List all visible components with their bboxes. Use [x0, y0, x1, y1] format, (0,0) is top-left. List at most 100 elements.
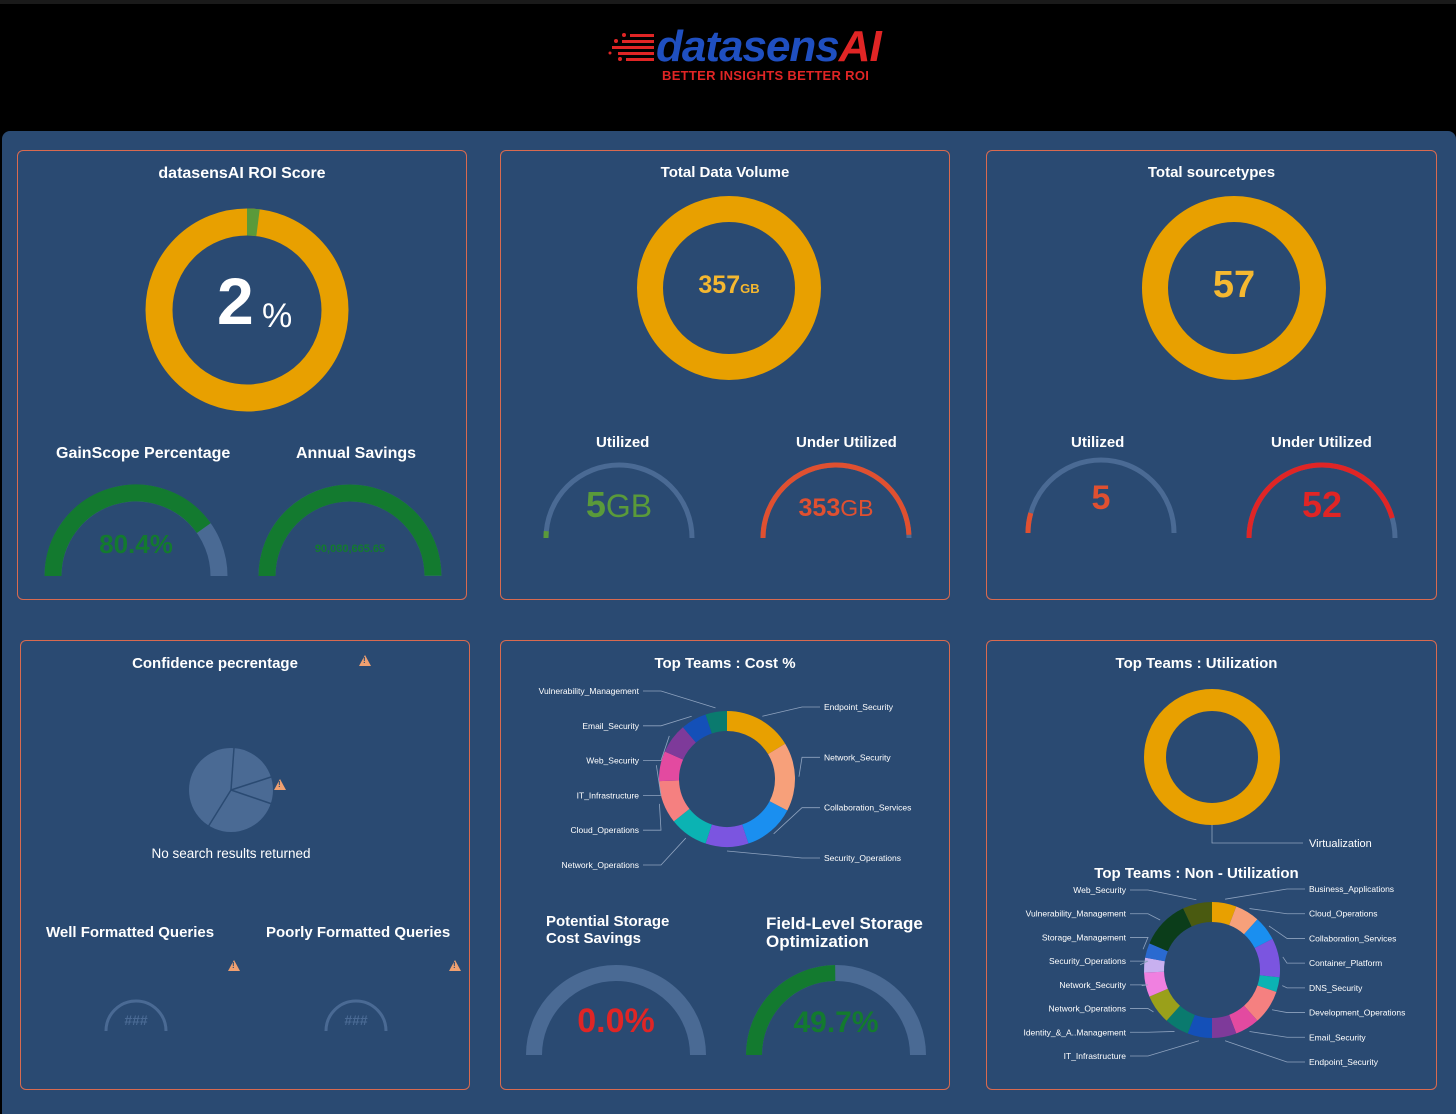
nonutil-leader-line	[1249, 908, 1305, 915]
nonutil-leader-line	[1130, 1040, 1200, 1057]
nonutil-slice[interactable]	[1212, 1014, 1237, 1038]
nonutil-label: Network_Operations	[1049, 1004, 1126, 1014]
nonutil-slice[interactable]	[1145, 943, 1168, 962]
cost-leader-line	[643, 690, 716, 709]
nonutil-leader-line	[1130, 913, 1161, 921]
cost-slice[interactable]	[682, 714, 712, 743]
cost-slice[interactable]	[727, 711, 786, 755]
field-level-gauge	[746, 965, 926, 1056]
nonutil-leader-line	[1282, 956, 1305, 964]
cost-label: Network_Operations	[562, 860, 639, 870]
nonutil-label: Development_Operations	[1309, 1008, 1405, 1018]
nonutil-label: Storage_Management	[1042, 932, 1127, 942]
well-formatted-gauge	[104, 999, 168, 1032]
volume-utilized-gauge	[543, 462, 695, 539]
utilization-slice[interactable]	[1144, 689, 1280, 825]
field-level-label-2: Optimization	[766, 932, 869, 951]
cost-slice[interactable]	[705, 711, 727, 734]
header-bar: datasensAI BETTER INSIGHTS BETTER ROI	[0, 0, 1456, 131]
poorly-formatted-value: ###	[344, 1012, 368, 1028]
cost-donut: Endpoint_Security Network_Security Collabo…	[539, 686, 912, 870]
cost-leader-line	[726, 850, 820, 859]
nonutil-slice[interactable]	[1244, 919, 1273, 949]
field-level-value: 49.7%	[793, 1006, 879, 1039]
nonutil-leader-line	[1282, 985, 1305, 989]
non-utilization-title: Top Teams : Non - Utilization	[1094, 865, 1299, 882]
poorly-formatted-label: Poorly Formatted Queries	[266, 924, 451, 941]
data-volume-panel: Total Data Volume 357GB Utilized Under U…	[500, 150, 950, 600]
cost-slice[interactable]	[673, 808, 712, 844]
cost-panel: Top Teams : Cost % Endpoint_Security Netw…	[500, 640, 950, 1090]
sourcetypes-utilized-value: 5	[1091, 479, 1111, 517]
nonutil-slice[interactable]	[1212, 902, 1237, 926]
nonutil-slice[interactable]	[1183, 902, 1212, 927]
annual-savings-value: 90,080,665.65	[314, 543, 386, 555]
nonutil-label: Identity_&_A..Management	[1023, 1027, 1126, 1037]
nonutil-label: Collaboration_Services	[1309, 933, 1396, 943]
roi-score-ring	[145, 208, 349, 412]
data-volume-value: 357GB	[698, 271, 760, 299]
nonutil-label: Web_Security	[1073, 885, 1127, 895]
nonutil-leader-line	[1271, 1009, 1305, 1013]
cost-leader-line	[643, 803, 662, 831]
nonutil-slice[interactable]	[1257, 975, 1280, 992]
volume-under-gauge	[760, 462, 912, 539]
confidence-panel: Confidence pecrentage No search results …	[20, 640, 470, 1090]
cost-leader-line	[643, 735, 670, 761]
well-formatted-label: Well Formatted Queries	[46, 924, 215, 941]
cost-leader-line	[643, 765, 662, 796]
nonutil-slice[interactable]	[1144, 971, 1168, 997]
utilization-title: Top Teams : Utilization	[1115, 655, 1278, 672]
cost-leader-line	[762, 706, 820, 717]
well-formatted-value: ###	[124, 1012, 148, 1028]
volume-under-label: Under Utilized	[796, 434, 897, 451]
non-utilization-donut: Business_Applications Cloud_Operations Col…	[1023, 884, 1405, 1067]
nonutil-label: Business_Applications	[1309, 884, 1394, 894]
roi-score-title: datasensAI ROI Score	[158, 165, 326, 182]
cost-slice[interactable]	[742, 801, 788, 844]
sourcetypes-ring	[1142, 196, 1326, 380]
cost-leader-line	[643, 837, 687, 866]
nonutil-leader-line	[1130, 1008, 1154, 1013]
nonutil-slice[interactable]	[1229, 906, 1258, 935]
nonutil-slice[interactable]	[1244, 985, 1277, 1021]
cost-slice[interactable]	[659, 780, 690, 822]
cost-label: Vulnerability_Management	[539, 686, 640, 696]
nonutil-slice[interactable]	[1144, 957, 1165, 973]
pie-warning-icon[interactable]	[274, 779, 286, 790]
nonutil-label: Cloud_Operations	[1309, 909, 1378, 919]
cost-slice[interactable]	[664, 727, 696, 760]
utilization-leader-line	[1211, 825, 1303, 844]
volume-utilized-value: 5GB	[585, 484, 653, 525]
nonutil-leader-line	[1224, 1040, 1305, 1063]
no-results-text: No search results returned	[151, 846, 311, 861]
gainscope-label: GainScope Percentage	[56, 445, 231, 462]
well-warning-icon[interactable]	[228, 960, 240, 971]
cost-slice[interactable]	[659, 751, 684, 782]
cost-slice[interactable]	[705, 824, 749, 847]
nonutil-slice[interactable]	[1254, 938, 1280, 978]
annual-savings-gauge	[258, 484, 442, 577]
nonutil-slice[interactable]	[1149, 988, 1180, 1021]
nonutil-leader-line	[1225, 888, 1305, 900]
gainscope-value: 80.4%	[99, 529, 173, 559]
nonutil-leader-line	[1130, 1031, 1175, 1033]
confidence-empty-pie	[189, 747, 273, 832]
nonutil-leader-line	[1130, 889, 1197, 901]
cost-leader-line	[773, 807, 820, 835]
nonutil-slice[interactable]	[1166, 1005, 1195, 1034]
warning-icon[interactable]	[359, 655, 371, 666]
data-volume-title: Total Data Volume	[660, 164, 790, 181]
nonutil-leader-line	[1130, 984, 1149, 987]
nonutil-label: Network_Security	[1059, 980, 1126, 990]
nonutil-slice[interactable]	[1187, 1014, 1212, 1038]
nonutil-slice[interactable]	[1229, 1005, 1258, 1034]
nonutil-leader-line	[1249, 1031, 1305, 1038]
cost-label: Email_Security	[582, 721, 639, 731]
nonutil-slice[interactable]	[1149, 908, 1192, 952]
utilization-panel: Top Teams : Utilization Virtualization T…	[986, 640, 1437, 1090]
volume-under-value: 353GB	[798, 494, 874, 522]
nonutil-label: IT_Infrastructure	[1064, 1051, 1127, 1061]
poor-warning-icon[interactable]	[449, 960, 461, 971]
cost-slice[interactable]	[768, 743, 795, 811]
